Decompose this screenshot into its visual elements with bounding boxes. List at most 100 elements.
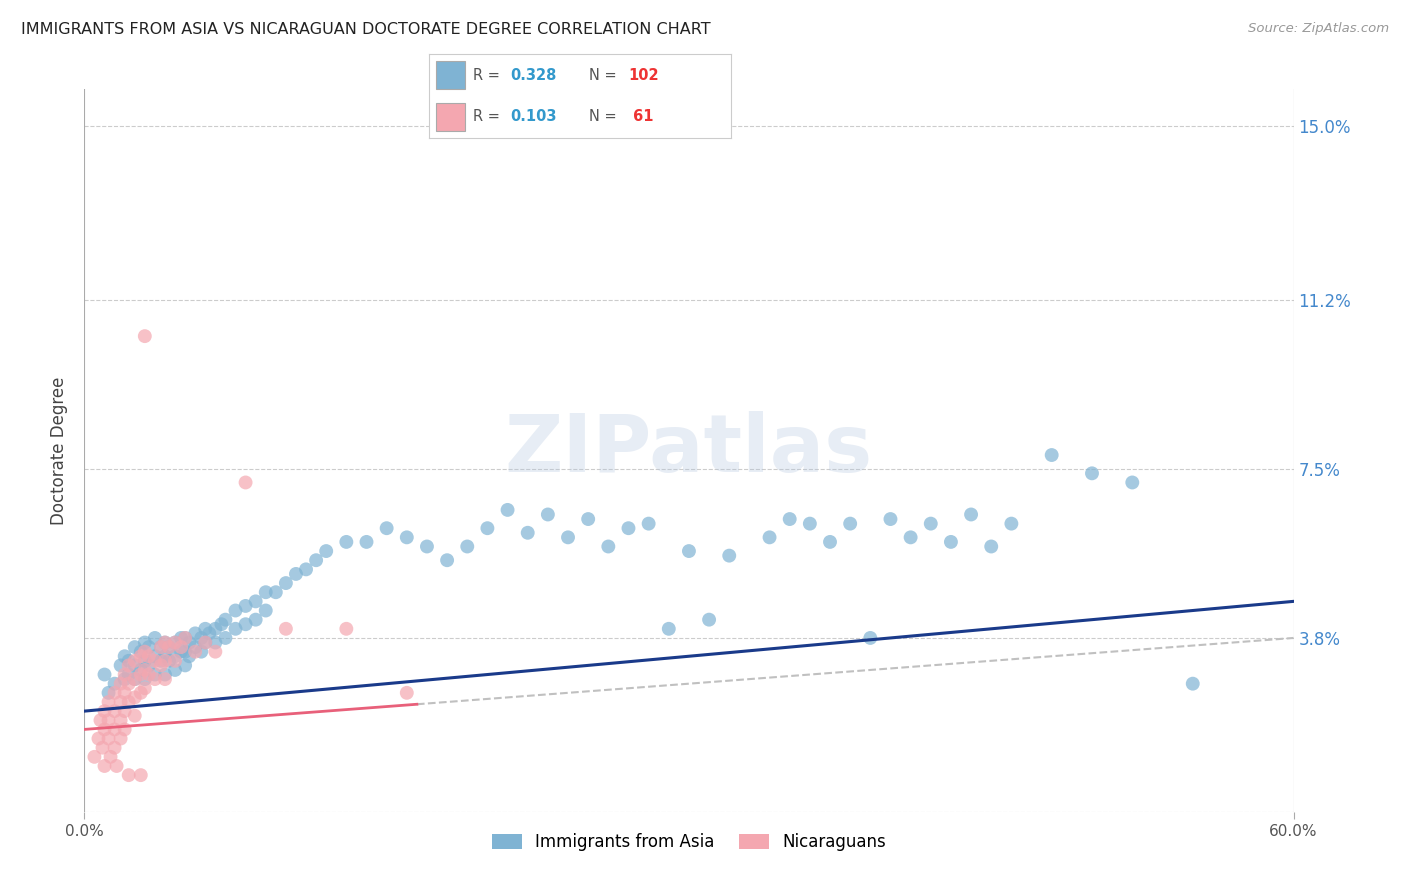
Point xyxy=(174,658,197,673)
Point xyxy=(295,562,318,576)
Point xyxy=(129,649,152,664)
Point xyxy=(436,553,458,567)
Point xyxy=(118,676,141,690)
Y-axis label: Doctorate Degree: Doctorate Degree xyxy=(49,376,67,524)
Point xyxy=(658,622,681,636)
Point xyxy=(124,654,146,668)
Point xyxy=(174,645,197,659)
Point xyxy=(179,649,201,664)
Point xyxy=(204,622,226,636)
Point xyxy=(129,667,152,681)
Point xyxy=(174,631,197,645)
FancyBboxPatch shape xyxy=(436,62,465,89)
Point xyxy=(274,622,297,636)
Point xyxy=(194,635,217,649)
Point xyxy=(134,663,156,677)
Point xyxy=(165,654,187,668)
Point xyxy=(93,759,115,773)
Point xyxy=(110,676,132,690)
Point xyxy=(138,649,160,664)
Point xyxy=(335,622,357,636)
Point xyxy=(134,329,156,343)
Point xyxy=(97,695,120,709)
Point xyxy=(170,631,193,645)
Point xyxy=(209,617,232,632)
Point xyxy=(879,512,901,526)
Point xyxy=(799,516,821,531)
Point xyxy=(254,585,277,599)
Point xyxy=(170,645,193,659)
Point xyxy=(110,731,132,746)
Point xyxy=(104,686,127,700)
Point xyxy=(134,635,156,649)
Text: 0.328: 0.328 xyxy=(510,68,557,83)
Point xyxy=(153,649,176,664)
Point xyxy=(138,667,160,681)
Point xyxy=(697,613,720,627)
Point xyxy=(153,667,176,681)
Point xyxy=(356,535,378,549)
Point xyxy=(134,645,156,659)
Point xyxy=(245,613,267,627)
Point xyxy=(149,640,172,654)
Point xyxy=(118,695,141,709)
Point xyxy=(214,613,236,627)
Point xyxy=(960,508,983,522)
Point xyxy=(184,645,207,659)
Point xyxy=(617,521,640,535)
Text: N =: N = xyxy=(589,68,621,83)
Point xyxy=(124,640,146,654)
FancyBboxPatch shape xyxy=(436,103,465,130)
Point xyxy=(274,576,297,591)
Point xyxy=(194,622,217,636)
Text: IMMIGRANTS FROM ASIA VS NICARAGUAN DOCTORATE DEGREE CORRELATION CHART: IMMIGRANTS FROM ASIA VS NICARAGUAN DOCTO… xyxy=(21,22,710,37)
Point xyxy=(179,635,201,649)
Point xyxy=(93,704,115,718)
Point xyxy=(93,723,115,737)
Point xyxy=(114,672,136,686)
Point xyxy=(194,635,217,649)
Point xyxy=(143,649,166,664)
Point xyxy=(395,530,418,544)
Point xyxy=(129,686,152,700)
Point xyxy=(537,508,560,522)
Point xyxy=(1081,467,1104,481)
Point xyxy=(138,640,160,654)
Point xyxy=(477,521,499,535)
Point xyxy=(1040,448,1063,462)
Point xyxy=(114,667,136,681)
Point xyxy=(174,631,197,645)
Point xyxy=(170,640,193,654)
Point xyxy=(225,622,247,636)
Point xyxy=(153,635,176,649)
Point xyxy=(395,686,418,700)
Point xyxy=(143,654,166,668)
Point xyxy=(198,626,221,640)
Point xyxy=(335,535,357,549)
Point xyxy=(264,585,287,599)
Point xyxy=(839,516,862,531)
Point xyxy=(157,640,180,654)
Text: N =: N = xyxy=(589,109,621,124)
Point xyxy=(124,658,146,673)
Point xyxy=(104,676,127,690)
Point xyxy=(576,512,599,526)
Point xyxy=(235,617,257,632)
Point xyxy=(818,535,841,549)
Point xyxy=(89,713,111,727)
Point xyxy=(114,649,136,664)
Point xyxy=(114,723,136,737)
Point xyxy=(190,631,212,645)
Text: Source: ZipAtlas.com: Source: ZipAtlas.com xyxy=(1249,22,1389,36)
Point xyxy=(557,530,579,544)
Point xyxy=(204,645,226,659)
Point xyxy=(91,740,114,755)
Point xyxy=(375,521,398,535)
Point xyxy=(124,708,146,723)
Point xyxy=(87,731,110,746)
Point xyxy=(124,690,146,705)
Point xyxy=(134,654,156,668)
Point xyxy=(149,654,172,668)
Legend: Immigrants from Asia, Nicaraguans: Immigrants from Asia, Nicaraguans xyxy=(485,826,893,857)
Text: R =: R = xyxy=(472,109,505,124)
